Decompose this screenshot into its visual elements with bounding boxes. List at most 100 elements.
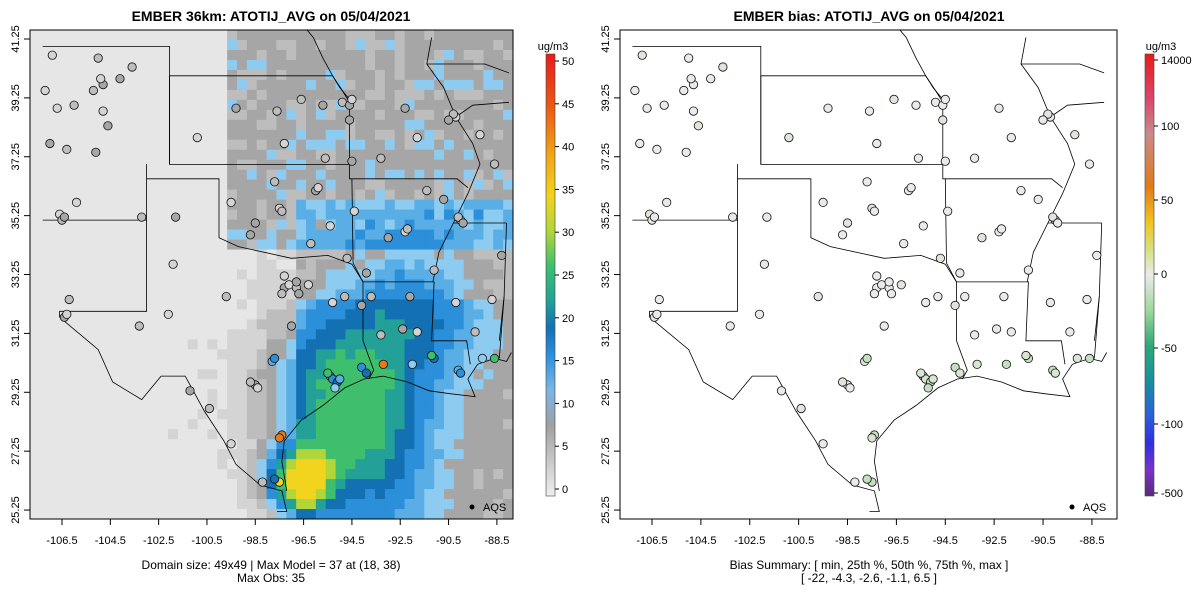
grid-cell: [266, 109, 277, 121]
aqs-site-markers: [40, 50, 507, 487]
grid-cell: [138, 229, 149, 240]
grid-cell: [296, 389, 307, 400]
grid-cell: [414, 239, 425, 250]
grid-cell: [493, 49, 504, 61]
grid-cell: [118, 299, 129, 310]
grid-cell: [69, 309, 80, 320]
grid-cell: [404, 169, 415, 181]
grid-cell: [276, 319, 287, 330]
grid-cell: [375, 119, 386, 131]
grid-cell: [384, 459, 396, 470]
grid-cell: [424, 179, 435, 191]
grid-cell: [296, 409, 307, 420]
grid-cell: [207, 49, 218, 61]
grid-cell: [197, 319, 208, 330]
grid-cell: [158, 239, 169, 250]
grid-cell: [39, 129, 51, 141]
grid-cell: [39, 109, 51, 121]
grid-cell: [434, 339, 445, 350]
aqs-site-marker: [862, 353, 872, 363]
grid-cell: [158, 479, 169, 490]
aqs-site-marker: [448, 109, 458, 119]
grid-cell: [30, 489, 41, 500]
grid-cell: [69, 49, 80, 61]
grid-cell: [217, 119, 228, 131]
grid-cell: [394, 399, 405, 410]
grid-cell: [89, 509, 100, 519]
grid-cell: [227, 379, 238, 390]
grid-cell: [99, 429, 110, 440]
grid-cell: [49, 119, 60, 131]
grid-cell: [128, 89, 139, 101]
grid-cell: [227, 389, 238, 400]
grid-cell: [197, 499, 208, 510]
grid-cell: [503, 319, 513, 330]
grid-cell: [335, 499, 346, 510]
aqs-site-marker: [47, 50, 57, 60]
grid-cell: [217, 49, 228, 61]
grid-cell: [375, 219, 386, 230]
grid-cell: [384, 69, 396, 81]
left-caption-line1: Domain size: 49x49 | Max Model = 37 at (…: [142, 558, 401, 572]
grid-cell: [453, 289, 465, 300]
grid-cell: [315, 459, 327, 470]
grid-cell: [483, 169, 494, 181]
grid-cell: [217, 79, 228, 91]
grid-cell: [148, 59, 159, 71]
grid-cell: [414, 39, 425, 51]
grid-cell: [453, 189, 465, 201]
grid-cell: [118, 289, 129, 300]
grid-cell: [483, 389, 494, 400]
grid-cell: [453, 89, 465, 101]
grid-cell: [89, 389, 100, 400]
grid-cell: [217, 399, 228, 410]
grid-cell: [108, 489, 120, 500]
grid-cell: [404, 419, 415, 430]
grid-cell: [355, 99, 366, 111]
grid-cell: [118, 119, 129, 131]
grid-cell: [148, 189, 159, 201]
grid-cell: [503, 489, 513, 500]
grid-cell: [158, 149, 169, 161]
grid-cell: [138, 139, 149, 151]
grid-cell: [286, 339, 297, 350]
grid-cell: [79, 179, 90, 191]
grid-cell: [394, 309, 405, 320]
grid-cell: [434, 449, 445, 460]
grid-cell: [99, 339, 110, 350]
grid-cell: [69, 289, 80, 300]
grid-cell: [335, 509, 346, 519]
grid-cell: [365, 299, 376, 310]
grid-cell: [89, 349, 100, 360]
grid-cell: [59, 109, 70, 121]
grid-cell: [493, 279, 504, 290]
grid-cell: [434, 299, 445, 310]
grid-cell: [227, 489, 238, 500]
grid-cell: [99, 209, 110, 221]
grid-cell: [138, 59, 149, 71]
grid-cell: [99, 239, 110, 250]
grid-cell: [384, 219, 396, 230]
grid-cell: [355, 119, 366, 131]
aqs-site-marker: [451, 297, 461, 308]
grid-cell: [227, 219, 238, 230]
grid-cell: [266, 199, 277, 211]
grid-cell: [39, 79, 51, 91]
grid-cell: [128, 379, 139, 390]
grid-cell: [384, 129, 396, 141]
grid-cell: [355, 399, 366, 410]
aqs-site-marker: [291, 277, 301, 287]
grid-cell: [296, 109, 307, 121]
grid-cell: [453, 119, 465, 131]
grid-cell: [128, 119, 139, 131]
grid-cell: [463, 279, 474, 290]
grid-cell: [266, 59, 277, 71]
grid-cell: [444, 49, 455, 61]
grid-cell: [69, 219, 80, 230]
grid-cell: [375, 129, 386, 141]
aqs-site-marker: [872, 271, 882, 281]
grid-cell: [69, 269, 80, 280]
grid-cell: [89, 499, 100, 510]
grid-cell: [355, 499, 366, 510]
